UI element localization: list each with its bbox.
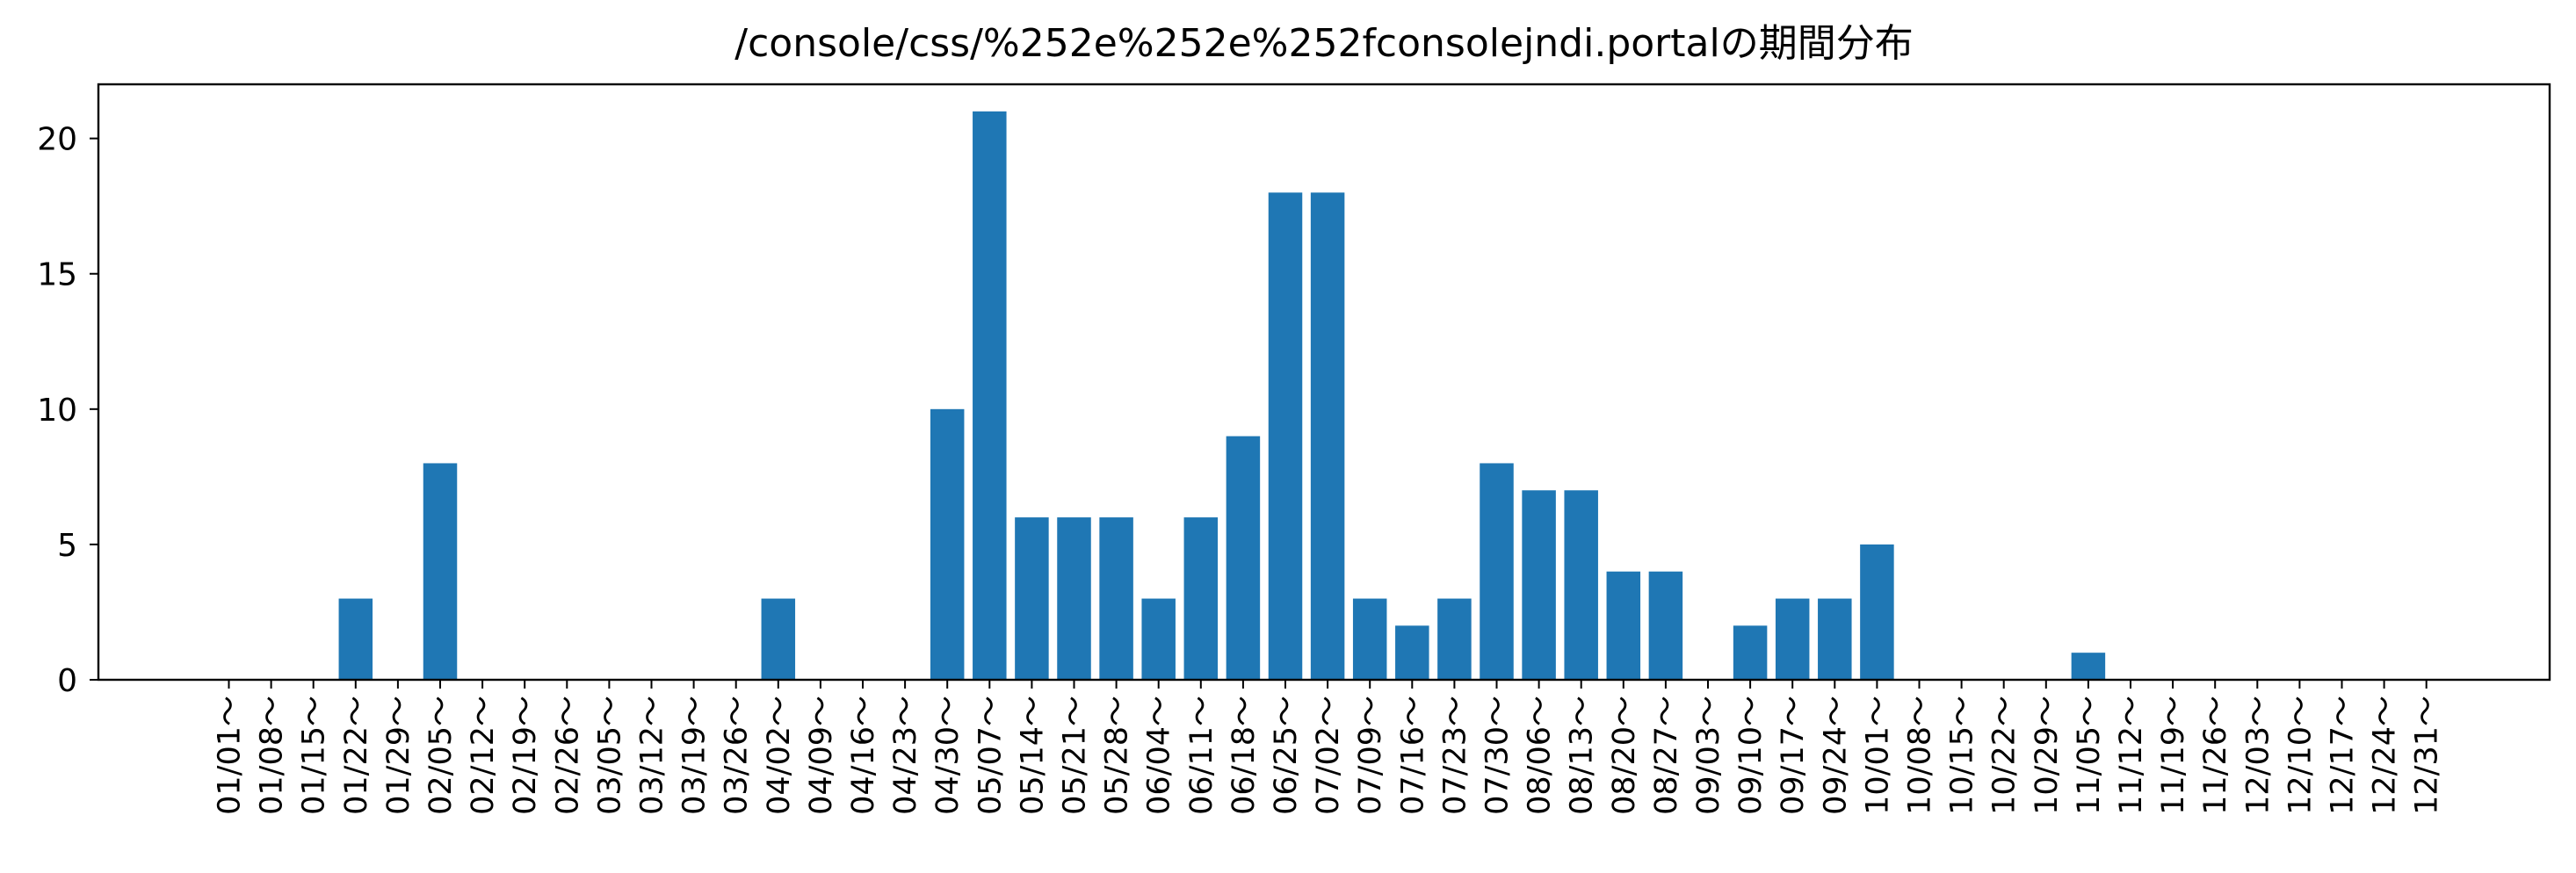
x-tick-label: 01/08～ — [255, 696, 290, 815]
x-tick-label: 12/03～ — [2240, 696, 2276, 815]
bar — [1015, 517, 1049, 680]
bar — [423, 463, 458, 680]
x-tick-label: 05/21～ — [1058, 696, 1093, 815]
bar — [1733, 625, 1768, 680]
bar — [1606, 571, 1641, 680]
x-tick-label: 02/19～ — [508, 696, 543, 815]
x-tick-label: 08/13～ — [1565, 696, 1600, 815]
x-tick-label: 10/01～ — [1860, 696, 1895, 815]
x-tick-label: 01/15～ — [297, 696, 332, 815]
x-tick-label: 12/10～ — [2283, 696, 2318, 815]
bar — [1352, 598, 1387, 680]
x-tick-label: 12/31～ — [2410, 696, 2445, 815]
bar — [1437, 598, 1472, 680]
x-tick-label: 09/03～ — [1691, 696, 1726, 815]
x-tick-label: 01/22～ — [339, 696, 374, 815]
x-tick-label: 07/23～ — [1437, 696, 1473, 815]
x-tick-label: 07/16～ — [1395, 696, 1430, 815]
bar — [338, 598, 373, 680]
plot-frame — [97, 83, 2551, 682]
bar — [1818, 598, 1852, 680]
x-tick-label: 06/18～ — [1226, 696, 1262, 815]
bar — [1395, 625, 1429, 680]
x-tick-label: 10/22～ — [1987, 696, 2022, 815]
x-tick-label: 03/12～ — [635, 696, 670, 815]
x-tick-label: 11/26～ — [2198, 696, 2233, 815]
chart-title: /console/css/%252e%252e%252fconsolejndi.… — [734, 21, 1913, 66]
x-tick-label: 04/23～ — [888, 696, 923, 815]
x-tick-label: 08/20～ — [1607, 696, 1642, 815]
x-tick-label: 05/28～ — [1100, 696, 1135, 815]
x-tick-label: 07/09～ — [1353, 696, 1388, 815]
x-tick-label: 06/04～ — [1142, 696, 1177, 815]
y-tick-label: 10 — [37, 393, 77, 429]
x-tick-label: 11/05～ — [2072, 696, 2107, 815]
x-tick-label: 11/19～ — [2156, 696, 2191, 815]
y-tick-label: 20 — [37, 122, 77, 158]
bar — [1268, 192, 1303, 680]
x-tick-label: 10/29～ — [2030, 696, 2065, 815]
bar — [1480, 463, 1514, 680]
x-tick-label: 11/12～ — [2114, 696, 2149, 815]
x-tick-label: 07/30～ — [1480, 696, 1516, 815]
bar — [1310, 192, 1345, 680]
bar — [930, 408, 965, 680]
x-axis: 01/01～ 01/08～ 01/15～ 01/22～ 01/29～ 02/05～ 02/1… — [213, 680, 2445, 815]
x-tick-label: 12/24～ — [2368, 696, 2403, 815]
bar — [973, 111, 1007, 680]
bar — [1057, 517, 1091, 680]
x-tick-label: 03/26～ — [720, 696, 755, 815]
x-tick-label: 04/16～ — [846, 696, 881, 815]
x-tick-label: 07/02～ — [1311, 696, 1346, 815]
x-tick-label: 01/29～ — [381, 696, 416, 815]
x-tick-label: 05/14～ — [1015, 696, 1050, 815]
x-tick-label: 04/09～ — [804, 696, 839, 815]
bar — [1099, 517, 1133, 680]
bar — [1564, 490, 1598, 680]
x-tick-label: 03/19～ — [677, 696, 713, 815]
x-tick-label: 09/24～ — [1818, 696, 1853, 815]
bar — [1648, 571, 1683, 680]
x-tick-label: 06/25～ — [1269, 696, 1304, 815]
x-tick-label: 12/17～ — [2326, 696, 2361, 815]
y-tick-label: 0 — [57, 663, 77, 699]
y-tick-label: 5 — [57, 528, 77, 564]
x-tick-label: 02/26～ — [550, 696, 585, 815]
bars-layer — [338, 111, 2106, 680]
bar — [1141, 598, 1176, 680]
bar — [1226, 436, 1261, 680]
x-tick-label: 04/30～ — [930, 696, 966, 815]
x-tick-label: 08/27～ — [1649, 696, 1684, 815]
x-tick-label: 01/01～ — [213, 696, 248, 815]
x-tick-label: 02/12～ — [466, 696, 501, 815]
x-tick-label: 06/11～ — [1184, 696, 1219, 815]
bar — [1860, 544, 1894, 680]
bar — [1183, 517, 1219, 680]
x-tick-label: 10/15～ — [1945, 696, 1980, 815]
y-tick-label: 15 — [37, 257, 77, 293]
x-tick-label: 02/05～ — [423, 696, 459, 815]
x-tick-label: 08/06～ — [1523, 696, 1558, 815]
x-tick-label: 09/17～ — [1776, 696, 1811, 815]
x-tick-label: 10/08～ — [1903, 696, 1938, 815]
x-tick-label: 05/07～ — [973, 696, 1008, 815]
x-tick-label: 03/05～ — [592, 696, 627, 815]
bar — [761, 598, 796, 680]
y-axis: 0 5 10 15 20 — [37, 122, 98, 699]
bar — [2071, 653, 2106, 680]
x-tick-label: 04/02～ — [762, 696, 797, 815]
bar — [1775, 598, 1810, 680]
bar — [1522, 490, 1556, 680]
x-tick-label: 09/10～ — [1733, 696, 1769, 815]
